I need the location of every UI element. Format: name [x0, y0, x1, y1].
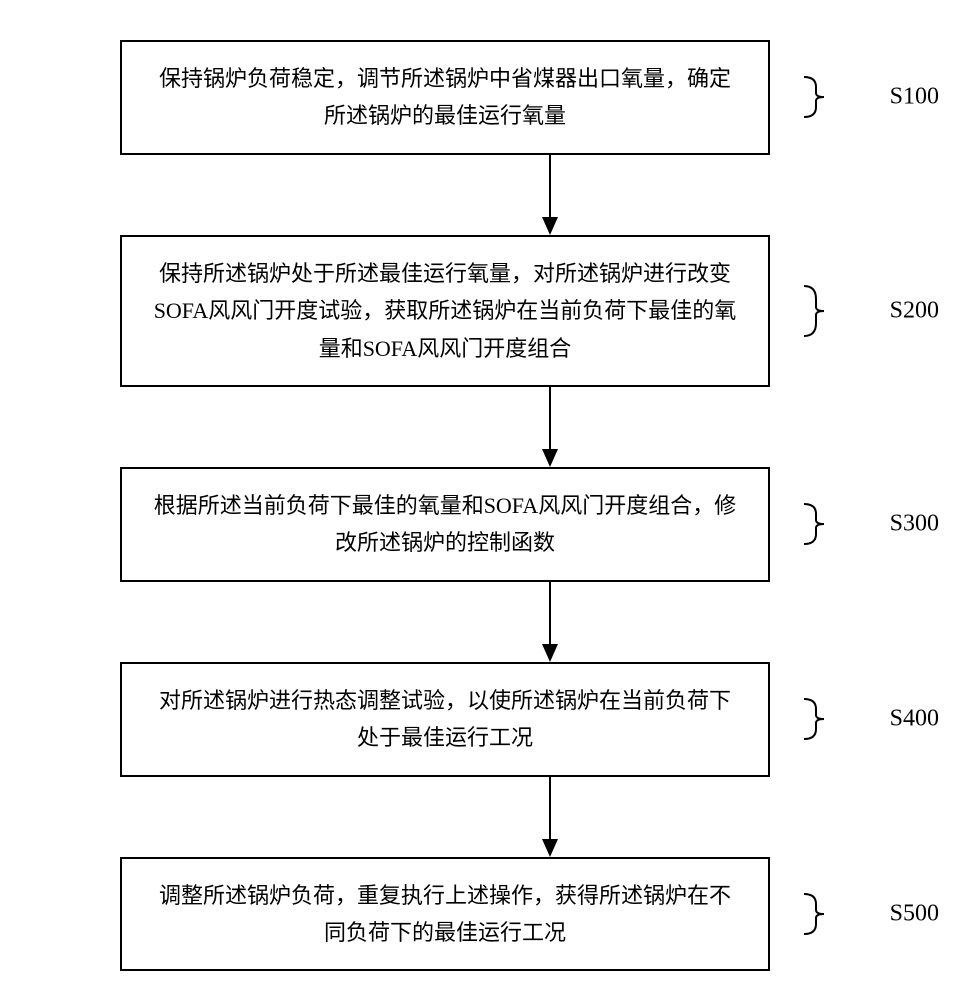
step-label-4: S400	[890, 706, 939, 733]
brace-connector-4	[804, 694, 834, 744]
arrow-2	[225, 387, 875, 467]
arrow-4	[225, 777, 875, 857]
arrow-3	[225, 582, 875, 662]
step-label-2: S200	[890, 297, 939, 324]
step-row-1: 保持锅炉负荷稳定，调节所述锅炉中省煤器出口氧量，确定所述锅炉的最佳运行氧量 S1…	[0, 40, 979, 155]
brace-connector-5	[804, 889, 834, 939]
step-box-1: 保持锅炉负荷稳定，调节所述锅炉中省煤器出口氧量，确定所述锅炉的最佳运行氧量	[120, 40, 770, 155]
step-text-2: 保持所述锅炉处于所述最佳运行氧量，对所述锅炉进行改变SOFA风风门开度试验，获取…	[152, 255, 738, 367]
step-row-3: 根据所述当前负荷下最佳的氧量和SOFA风风门开度组合，修改所述锅炉的控制函数 S…	[0, 467, 979, 582]
step-text-1: 保持锅炉负荷稳定，调节所述锅炉中省煤器出口氧量，确定所述锅炉的最佳运行氧量	[152, 60, 738, 135]
arrow-1	[225, 155, 875, 235]
arrow-icon	[535, 155, 565, 235]
step-box-3: 根据所述当前负荷下最佳的氧量和SOFA风风门开度组合，修改所述锅炉的控制函数	[120, 467, 770, 582]
arrow-icon	[535, 582, 565, 662]
brace-connector-3	[804, 499, 834, 549]
step-row-2: 保持所述锅炉处于所述最佳运行氧量，对所述锅炉进行改变SOFA风风门开度试验，获取…	[0, 235, 979, 387]
step-label-5: S500	[890, 900, 939, 927]
step-text-5: 调整所述锅炉负荷，重复执行上述操作，获得所述锅炉在不同负荷下的最佳运行工况	[152, 877, 738, 952]
step-label-3: S300	[890, 511, 939, 538]
step-row-4: 对所述锅炉进行热态调整试验，以使所述锅炉在当前负荷下处于最佳运行工况 S400	[0, 662, 979, 777]
arrow-icon	[535, 387, 565, 467]
flowchart-container: 保持锅炉负荷稳定，调节所述锅炉中省煤器出口氧量，确定所述锅炉的最佳运行氧量 S1…	[0, 40, 979, 971]
step-box-5: 调整所述锅炉负荷，重复执行上述操作，获得所述锅炉在不同负荷下的最佳运行工况	[120, 857, 770, 972]
step-row-5: 调整所述锅炉负荷，重复执行上述操作，获得所述锅炉在不同负荷下的最佳运行工况 S5…	[0, 857, 979, 972]
step-box-2: 保持所述锅炉处于所述最佳运行氧量，对所述锅炉进行改变SOFA风风门开度试验，获取…	[120, 235, 770, 387]
arrow-icon	[535, 777, 565, 857]
step-label-1: S100	[890, 84, 939, 111]
step-text-3: 根据所述当前负荷下最佳的氧量和SOFA风风门开度组合，修改所述锅炉的控制函数	[152, 487, 738, 562]
brace-connector-2	[804, 281, 834, 341]
brace-connector-1	[804, 72, 834, 122]
step-text-4: 对所述锅炉进行热态调整试验，以使所述锅炉在当前负荷下处于最佳运行工况	[152, 682, 738, 757]
step-box-4: 对所述锅炉进行热态调整试验，以使所述锅炉在当前负荷下处于最佳运行工况	[120, 662, 770, 777]
